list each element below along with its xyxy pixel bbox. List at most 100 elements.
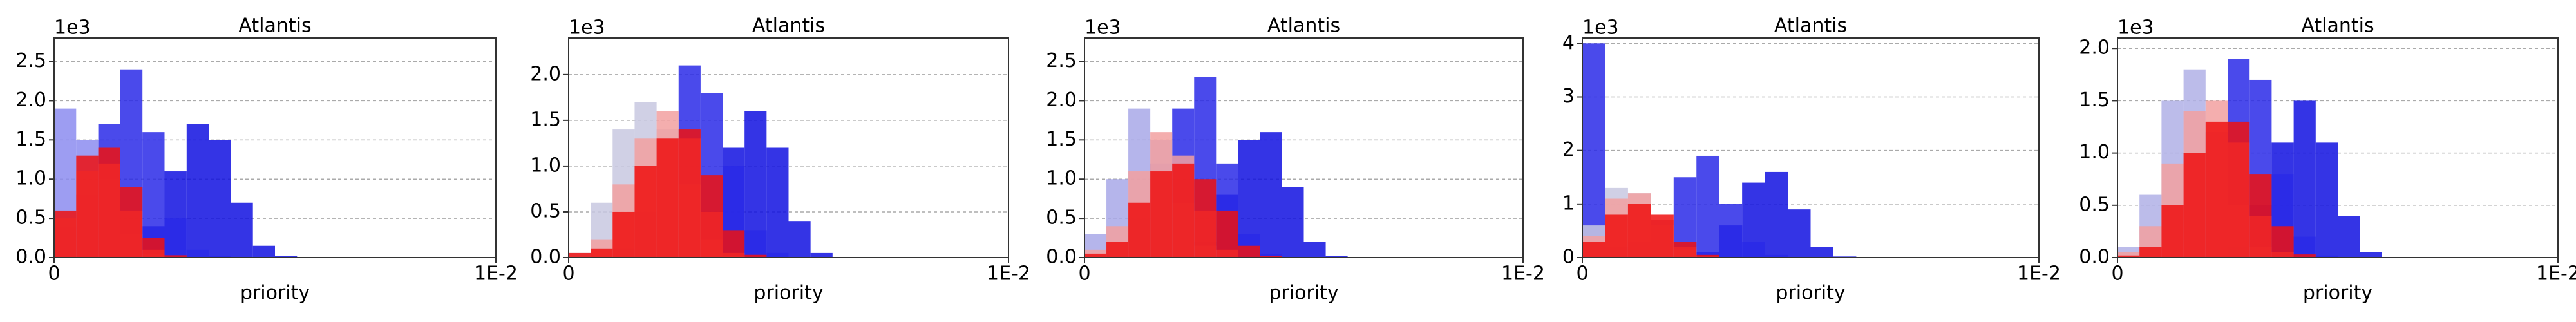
x-tick-label: 0 <box>48 263 60 285</box>
y-tick-label: 0.0 <box>2079 246 2110 269</box>
y-tick-label: 1.5 <box>2079 89 2110 111</box>
histogram-bar <box>810 252 833 258</box>
histogram-bar <box>209 256 231 258</box>
x-tick-label: 0 <box>562 263 574 285</box>
y-tick-label: 2.0 <box>15 89 46 111</box>
chart-title: Atlantis <box>1774 15 1847 37</box>
histogram-bar <box>1788 209 1811 258</box>
histogram-bar <box>591 248 613 258</box>
y-tick-label: 3 <box>1562 85 1575 108</box>
histogram-bar <box>1260 256 1282 258</box>
y-tick-label: 2.0 <box>1046 89 1077 111</box>
histogram-bar <box>612 211 635 258</box>
y-tick-label: 2 <box>1562 138 1575 161</box>
histogram-bar <box>1194 179 1217 258</box>
histogram-bar <box>2117 255 2140 258</box>
histogram-bar <box>700 175 723 258</box>
histogram-bar <box>1172 163 1195 258</box>
x-tick-label: 1E-2 <box>987 263 1030 285</box>
x-tick-label: 1E-2 <box>474 263 518 285</box>
y-offset-label: 1e3 <box>2117 17 2154 39</box>
axes-frame <box>1084 37 1524 258</box>
histogram-bar <box>1810 247 1833 258</box>
histogram-bar <box>2338 216 2360 258</box>
histogram-bar <box>186 249 209 258</box>
histogram-bar <box>744 254 767 258</box>
histogram-bar <box>2183 153 2206 258</box>
histogram-bar <box>2205 121 2228 258</box>
histogram-bar <box>1106 242 1129 258</box>
axes-frame <box>1582 37 2040 258</box>
histogram-bar <box>2139 247 2162 258</box>
histogram-bar <box>766 147 789 258</box>
histogram-bar <box>723 230 745 258</box>
histogram-bar <box>2293 100 2316 258</box>
y-tick-label: 1.5 <box>530 108 561 131</box>
histogram-bar <box>766 252 789 258</box>
histogram-bar <box>656 138 679 258</box>
y-tick-label: 0.0 <box>1046 246 1077 269</box>
y-tick-label: 1.0 <box>1046 167 1077 190</box>
y-tick-label: 2.5 <box>1046 50 1077 72</box>
panel: 0 1 2 3 4 0 1E-2 Atlantis priority 1e3 <box>1562 15 2061 305</box>
histogram-bar <box>1765 254 1788 258</box>
x-tick-label: 0 <box>1576 263 1588 285</box>
histogram-bar <box>98 147 120 258</box>
histogram-bar <box>1084 253 1107 258</box>
histogram-bar <box>164 218 187 258</box>
histogram-bar <box>2117 252 2140 258</box>
histogram-bar <box>1325 256 1348 258</box>
histogram-bar <box>2293 236 2316 258</box>
panel: 0.0 0.5 1.0 1.5 2.0 2.5 0 1E-2 Atlantis priority 1… <box>15 15 518 305</box>
x-tick-label: 1E-2 <box>2017 263 2061 285</box>
histogram-bar <box>2228 121 2250 258</box>
histogram-bar <box>142 132 165 258</box>
y-tick-label: 0.0 <box>15 246 46 269</box>
histogram-bar <box>275 256 298 258</box>
y-offset-label: 1e3 <box>569 17 605 39</box>
panel: 0.0 0.5 1.0 1.5 2.0 0 1E-2 Atlantis priority 1e3 <box>2079 15 2576 305</box>
axes-frame <box>53 37 497 258</box>
y-tick-label: 0.5 <box>1046 207 1077 229</box>
chart-title: Atlantis <box>238 15 311 37</box>
histogram-bar <box>634 166 657 258</box>
histogram-bar <box>1765 171 1788 258</box>
y-tick-label: 1.5 <box>15 128 46 151</box>
histogram-bar <box>1260 253 1282 258</box>
histogram-bar <box>209 140 231 258</box>
histogram-bar <box>2315 142 2338 258</box>
histogram-bar <box>1719 204 1743 258</box>
y-tick-label: 2.0 <box>2079 37 2110 59</box>
y-tick-label: 0.0 <box>530 246 561 269</box>
histogram-bar <box>1696 155 1719 258</box>
histogram-bar <box>1605 214 1628 258</box>
histogram-bar <box>164 255 187 258</box>
y-tick-label: 1.0 <box>530 154 561 176</box>
x-tick-label: 1E-2 <box>1501 263 1545 285</box>
histogram-bar <box>744 230 767 258</box>
chart-title: Atlantis <box>1267 15 1340 37</box>
x-axis-label: priority <box>753 282 823 305</box>
x-axis-label: priority <box>1776 282 1845 305</box>
axes-frame <box>2117 37 2559 258</box>
histogram-bar <box>120 187 143 258</box>
histogram-bar <box>1651 214 1674 258</box>
histogram-bar <box>678 129 701 258</box>
panel: 0.0 0.5 1.0 1.5 2.0 2.5 0 1E-2 Atlantis priority 1… <box>1046 15 1545 305</box>
histogram-bar <box>2293 254 2316 258</box>
histogram-bar <box>231 202 253 258</box>
histogram-bar <box>1260 132 1282 258</box>
histogram-bar <box>252 245 275 258</box>
x-tick-label: 1E-2 <box>2536 263 2576 285</box>
y-tick-label: 2.0 <box>530 62 561 85</box>
y-offset-label: 1e3 <box>54 17 91 39</box>
chart-title: Atlantis <box>752 15 825 37</box>
histogram-bar <box>1673 242 1697 258</box>
histogram-bar <box>1128 202 1151 258</box>
histogram-bar <box>1742 242 1765 258</box>
histogram-bar <box>569 252 591 258</box>
histogram-bar <box>1282 187 1304 258</box>
histogram-bar <box>2315 255 2338 258</box>
y-tick-label: 0.5 <box>15 207 46 229</box>
